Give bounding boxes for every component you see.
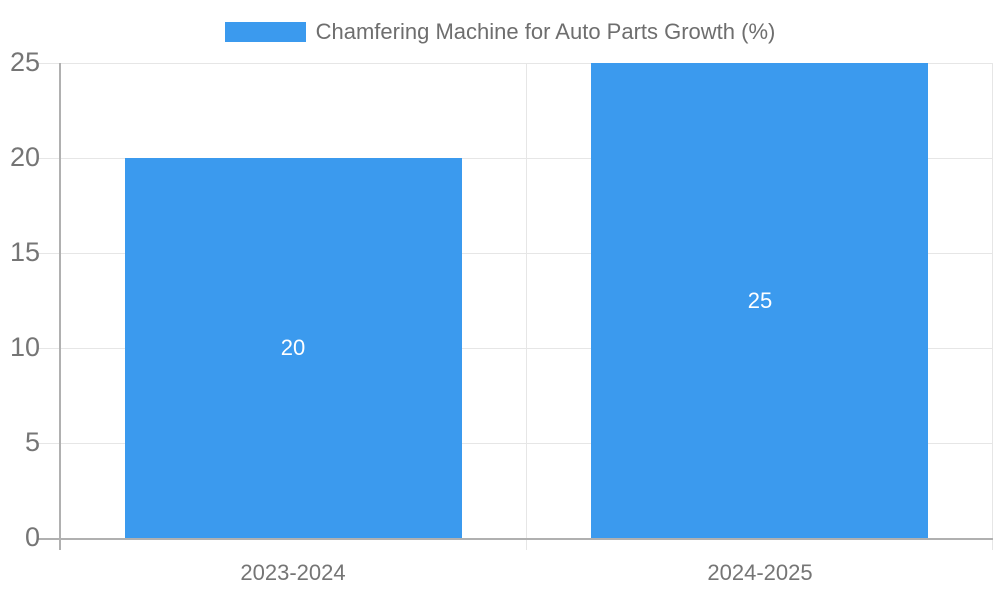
- gridline: [38, 443, 993, 444]
- y-tick-label: 25: [9, 46, 40, 77]
- bar[interactable]: [591, 63, 928, 538]
- gridline: [38, 63, 993, 64]
- category-divider: [526, 63, 527, 550]
- y-tick-label: 0: [24, 521, 40, 552]
- bar-data-label: 25: [747, 288, 773, 313]
- x-axis-line: [38, 538, 993, 540]
- x-tick-label: 2023-2024: [240, 560, 346, 585]
- y-tick-label: 20: [9, 141, 40, 172]
- y-tick-label: 5: [24, 426, 40, 457]
- bar[interactable]: [125, 158, 462, 538]
- y-axis-line: [59, 63, 61, 550]
- chart-legend[interactable]: Chamfering Machine for Auto Parts Growth…: [0, 20, 1000, 44]
- legend-swatch: [224, 22, 306, 42]
- bar-data-label: 20: [280, 335, 306, 360]
- y-tick-label: 15: [9, 236, 40, 267]
- gridline: [38, 348, 993, 349]
- gridline: [38, 253, 993, 254]
- plot-right-border: [992, 63, 993, 550]
- gridline: [38, 158, 993, 159]
- legend-label: Chamfering Machine for Auto Parts Growth…: [315, 19, 776, 44]
- x-tick-label: 2024-2025: [707, 560, 813, 585]
- y-tick-label: 10: [9, 331, 40, 362]
